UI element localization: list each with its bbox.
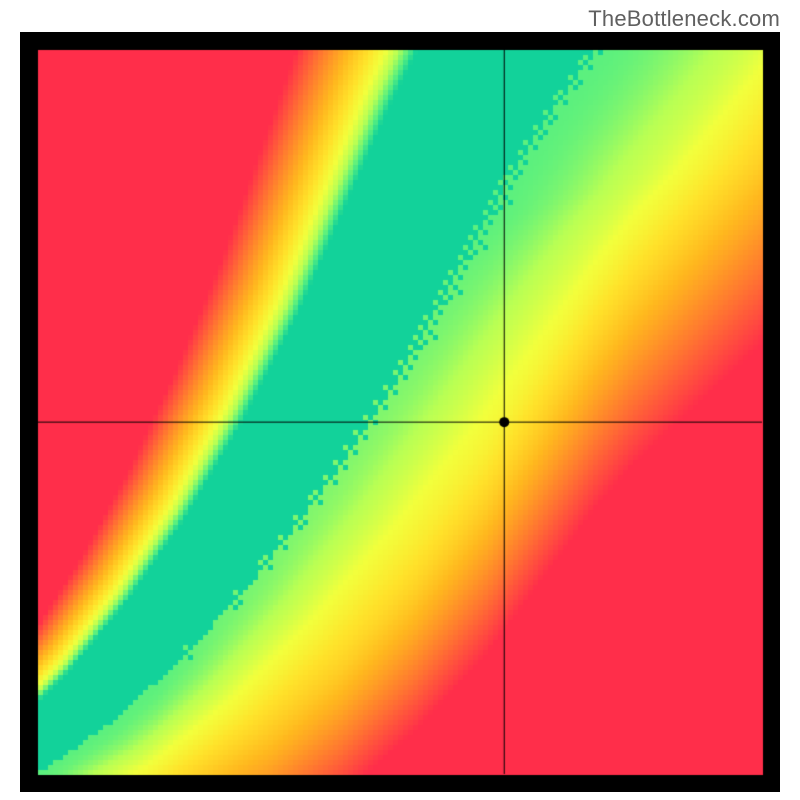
- heatmap-canvas: [20, 32, 780, 792]
- chart-area: [20, 32, 780, 792]
- watermark-text: TheBottleneck.com: [588, 6, 780, 32]
- chart-container: TheBottleneck.com: [0, 0, 800, 800]
